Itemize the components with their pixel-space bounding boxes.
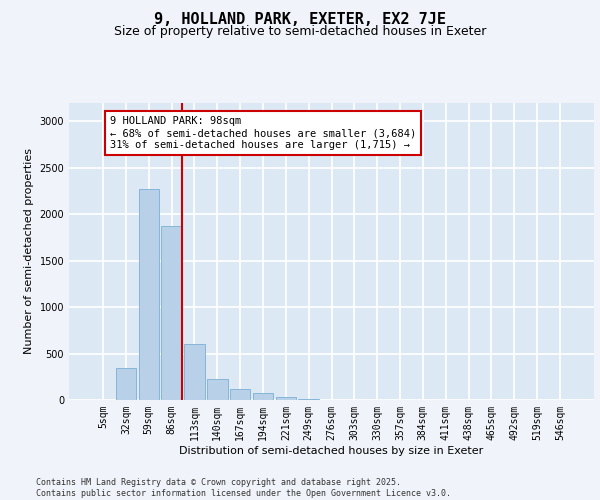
Text: 9, HOLLAND PARK, EXETER, EX2 7JE: 9, HOLLAND PARK, EXETER, EX2 7JE [154, 12, 446, 28]
Bar [253, 394, 273, 400]
Bar [275, 397, 296, 400]
Bar [116, 368, 136, 400]
Bar [139, 189, 159, 400]
Text: 9 HOLLAND PARK: 98sqm
← 68% of semi-detached houses are smaller (3,684)
31% of s: 9 HOLLAND PARK: 98sqm ← 68% of semi-deta… [110, 116, 416, 150]
Bar [161, 226, 182, 400]
Text: Size of property relative to semi-detached houses in Exeter: Size of property relative to semi-detach… [114, 25, 486, 38]
Text: Contains HM Land Registry data © Crown copyright and database right 2025.
Contai: Contains HM Land Registry data © Crown c… [36, 478, 451, 498]
Bar [298, 399, 319, 400]
Bar [184, 344, 205, 400]
X-axis label: Distribution of semi-detached houses by size in Exeter: Distribution of semi-detached houses by … [179, 446, 484, 456]
Bar [207, 378, 227, 400]
Y-axis label: Number of semi-detached properties: Number of semi-detached properties [24, 148, 34, 354]
Bar [230, 389, 250, 400]
